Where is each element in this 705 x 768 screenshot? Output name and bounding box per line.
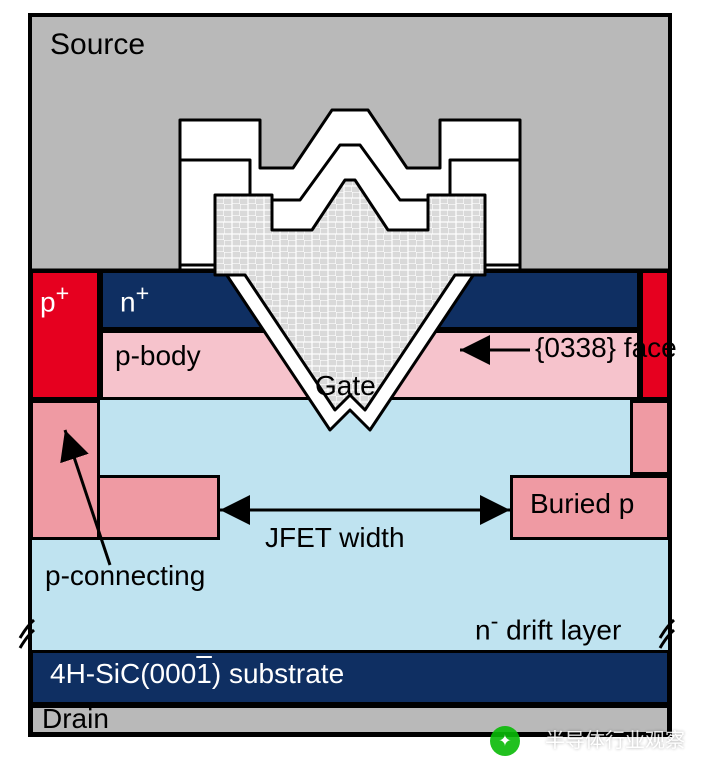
watermark: 半导体行业观察 [545, 724, 685, 753]
gate-label: Gate [315, 370, 376, 402]
n-plus-region [100, 270, 640, 330]
jfet-width-label: JFET width [265, 522, 405, 554]
p-body-label: p-body [115, 340, 201, 372]
substrate-label: 4H-SiC(0001) substrate [50, 658, 344, 690]
source-label: Source [50, 28, 145, 62]
p-connecting-left [30, 400, 100, 540]
p-connecting-right [630, 400, 670, 475]
face-label: {0338} face [535, 332, 677, 364]
p-connecting-label: p-connecting [45, 560, 205, 592]
n-drift-label: n- drift layer [475, 608, 621, 646]
buried-p-label: Buried p [530, 488, 634, 520]
watermark-icon: ✦ [490, 726, 520, 756]
n-plus-label: n+ [120, 280, 149, 318]
diagram-canvas: Source p+ n+ p-body Gate {0338} face Buried p J… [0, 0, 705, 768]
drain-label: Drain [42, 703, 109, 735]
p-plus-label: p+ [40, 280, 69, 318]
